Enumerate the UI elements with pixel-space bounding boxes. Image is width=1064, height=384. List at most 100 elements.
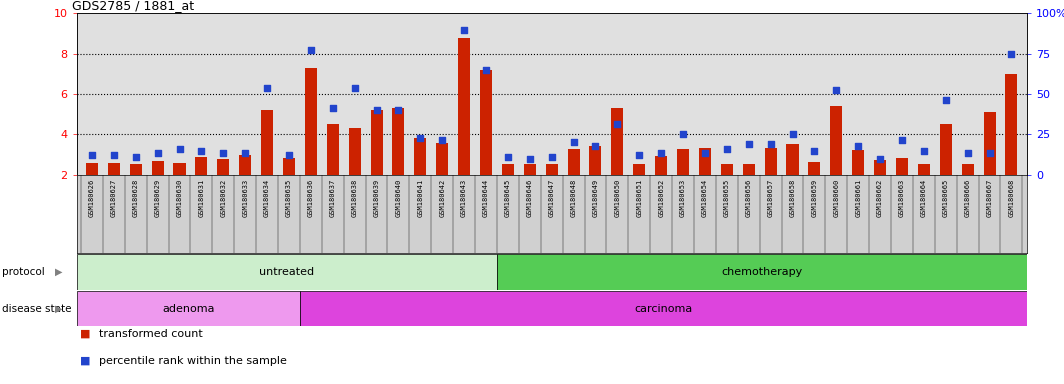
Text: percentile rank within the sample: percentile rank within the sample xyxy=(99,356,287,366)
Text: GSM180644: GSM180644 xyxy=(483,179,489,217)
Text: GDS2785 / 1881_at: GDS2785 / 1881_at xyxy=(72,0,194,12)
Point xyxy=(915,147,932,154)
Point xyxy=(455,26,472,33)
Point xyxy=(83,151,100,157)
Text: GSM180668: GSM180668 xyxy=(1009,179,1014,217)
Text: ▶: ▶ xyxy=(55,267,63,277)
Bar xyxy=(130,164,142,175)
Point xyxy=(631,151,648,157)
Bar xyxy=(765,147,777,175)
Bar xyxy=(370,110,383,175)
Bar xyxy=(107,163,120,175)
Bar xyxy=(918,164,930,175)
Point xyxy=(587,143,604,149)
Point xyxy=(718,146,735,152)
Bar xyxy=(151,161,164,175)
Text: GSM180654: GSM180654 xyxy=(702,179,708,217)
Point xyxy=(215,149,232,156)
Text: carcinoma: carcinoma xyxy=(634,303,693,314)
Text: GSM180656: GSM180656 xyxy=(746,179,752,217)
Text: GSM180642: GSM180642 xyxy=(439,179,445,217)
Point xyxy=(193,147,210,154)
Bar xyxy=(480,70,492,175)
Bar xyxy=(720,164,733,175)
Point xyxy=(499,154,516,160)
Text: GSM180632: GSM180632 xyxy=(220,179,227,217)
Text: GSM180664: GSM180664 xyxy=(920,179,927,217)
Text: ■: ■ xyxy=(80,356,90,366)
Bar xyxy=(983,112,996,175)
Bar xyxy=(589,146,601,175)
Text: GSM180630: GSM180630 xyxy=(177,179,183,217)
Bar xyxy=(962,164,974,175)
Bar xyxy=(217,159,230,175)
Text: GSM180634: GSM180634 xyxy=(264,179,270,217)
Point xyxy=(346,85,363,91)
Bar xyxy=(283,157,295,175)
Bar xyxy=(414,138,427,175)
Text: GSM180643: GSM180643 xyxy=(461,179,467,217)
Text: GSM180635: GSM180635 xyxy=(286,179,292,217)
Bar xyxy=(77,254,497,290)
Bar xyxy=(86,163,98,175)
Point xyxy=(850,143,867,149)
Text: GSM180633: GSM180633 xyxy=(243,179,248,217)
Point xyxy=(652,149,669,156)
Point xyxy=(434,137,451,144)
Text: GSM180631: GSM180631 xyxy=(198,179,204,217)
Text: GSM180648: GSM180648 xyxy=(570,179,577,217)
Point xyxy=(741,141,758,147)
Point xyxy=(543,154,560,160)
Bar xyxy=(349,128,361,175)
Point xyxy=(149,149,166,156)
Bar xyxy=(874,160,886,175)
Text: GSM180645: GSM180645 xyxy=(505,179,511,217)
Point xyxy=(259,85,276,91)
Point xyxy=(302,46,319,53)
Text: GSM180653: GSM180653 xyxy=(680,179,686,217)
Bar xyxy=(1005,74,1017,175)
Text: GSM180640: GSM180640 xyxy=(396,179,401,217)
Bar xyxy=(300,291,1027,326)
Text: GSM180636: GSM180636 xyxy=(307,179,314,217)
Point xyxy=(805,147,822,154)
Bar xyxy=(459,38,470,175)
Point xyxy=(959,149,976,156)
Text: disease state: disease state xyxy=(2,303,71,314)
Bar xyxy=(940,124,952,175)
Point xyxy=(105,151,122,157)
Point xyxy=(937,97,954,103)
Point xyxy=(325,105,342,111)
Text: GSM180649: GSM180649 xyxy=(593,179,598,217)
Bar xyxy=(77,291,300,326)
Text: GSM180641: GSM180641 xyxy=(417,179,423,217)
Point xyxy=(478,67,495,73)
Text: GSM180646: GSM180646 xyxy=(527,179,533,217)
Text: protocol: protocol xyxy=(2,267,45,277)
Bar xyxy=(633,164,645,175)
Text: ■: ■ xyxy=(80,329,90,339)
Point xyxy=(171,146,188,152)
Point xyxy=(697,149,714,156)
Bar xyxy=(239,154,251,175)
Bar xyxy=(327,124,338,175)
Text: GSM180637: GSM180637 xyxy=(330,179,336,217)
Point xyxy=(565,139,582,146)
Text: GSM180665: GSM180665 xyxy=(943,179,949,217)
Text: GSM180629: GSM180629 xyxy=(154,179,161,217)
Bar xyxy=(852,149,864,175)
Bar xyxy=(743,164,754,175)
Bar xyxy=(809,162,820,175)
Text: GSM180651: GSM180651 xyxy=(636,179,643,217)
Text: chemotherapy: chemotherapy xyxy=(721,267,802,277)
Text: GSM180627: GSM180627 xyxy=(111,179,117,217)
Bar xyxy=(196,157,207,175)
Point xyxy=(389,107,406,113)
Text: GSM180659: GSM180659 xyxy=(812,179,817,217)
Point xyxy=(675,131,692,137)
Text: GSM180638: GSM180638 xyxy=(351,179,358,217)
Bar xyxy=(173,163,185,175)
Point xyxy=(828,87,845,93)
Text: adenoma: adenoma xyxy=(162,303,215,314)
Point xyxy=(128,154,145,160)
